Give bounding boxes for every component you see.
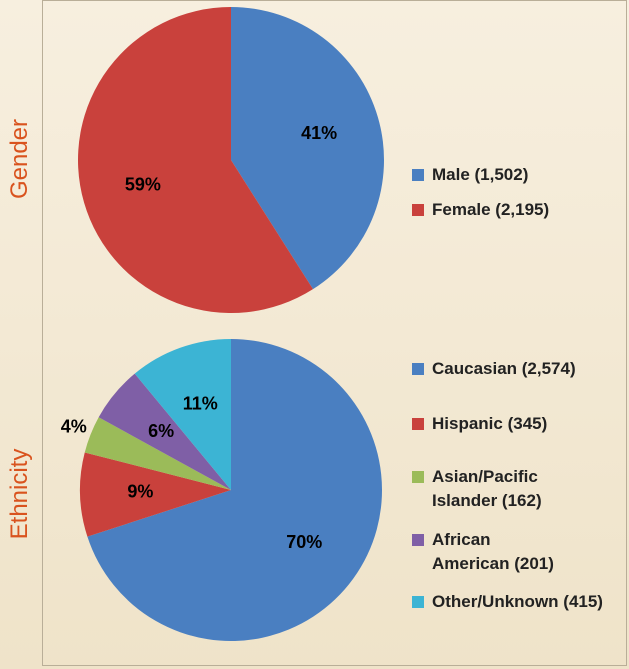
legend-swatch <box>412 418 424 430</box>
legend-label: Female (2,195) <box>432 200 550 219</box>
legend-item: Hispanic (345) <box>412 412 547 436</box>
pie-slice <box>80 452 231 537</box>
data-label: 70% <box>286 532 322 552</box>
pie-slice <box>77 7 313 313</box>
legend-swatch <box>412 363 424 375</box>
legend-swatch <box>412 471 424 483</box>
legend-item: Asian/Pacific Islander (162) <box>412 465 542 513</box>
legend-label: African American (201) <box>432 530 554 573</box>
legend-item: Female (2,195) <box>412 198 549 222</box>
pie-slice <box>231 7 384 290</box>
pie-slice <box>98 373 231 490</box>
frame <box>42 0 627 666</box>
pie-slice <box>84 417 231 490</box>
data-label: 11% <box>183 394 218 414</box>
legend-item: Male (1,502) <box>412 163 528 187</box>
pie-slice <box>87 339 382 641</box>
data-label: 6% <box>148 421 174 441</box>
legend-label: Other/Unknown (415) <box>432 592 603 611</box>
legend-swatch <box>412 534 424 546</box>
legend-label: Male (1,502) <box>432 165 529 184</box>
legend-label: Asian/Pacific Islander (162) <box>432 467 542 510</box>
legend-item: Other/Unknown (415) <box>412 590 603 614</box>
data-label: 4% <box>61 416 87 436</box>
data-label: 9% <box>127 482 153 502</box>
data-label: 59% <box>125 174 161 194</box>
legend-swatch <box>412 169 424 181</box>
legend-label: Caucasian (2,574) <box>432 359 576 378</box>
legend-label: Hispanic (345) <box>432 414 548 433</box>
legend-swatch <box>412 596 424 608</box>
pie-slice <box>134 339 231 490</box>
legend-item: African American (201) <box>412 528 554 576</box>
data-label: 41% <box>301 123 337 143</box>
legend-item: Caucasian (2,574) <box>412 357 576 381</box>
legend-swatch <box>412 204 424 216</box>
